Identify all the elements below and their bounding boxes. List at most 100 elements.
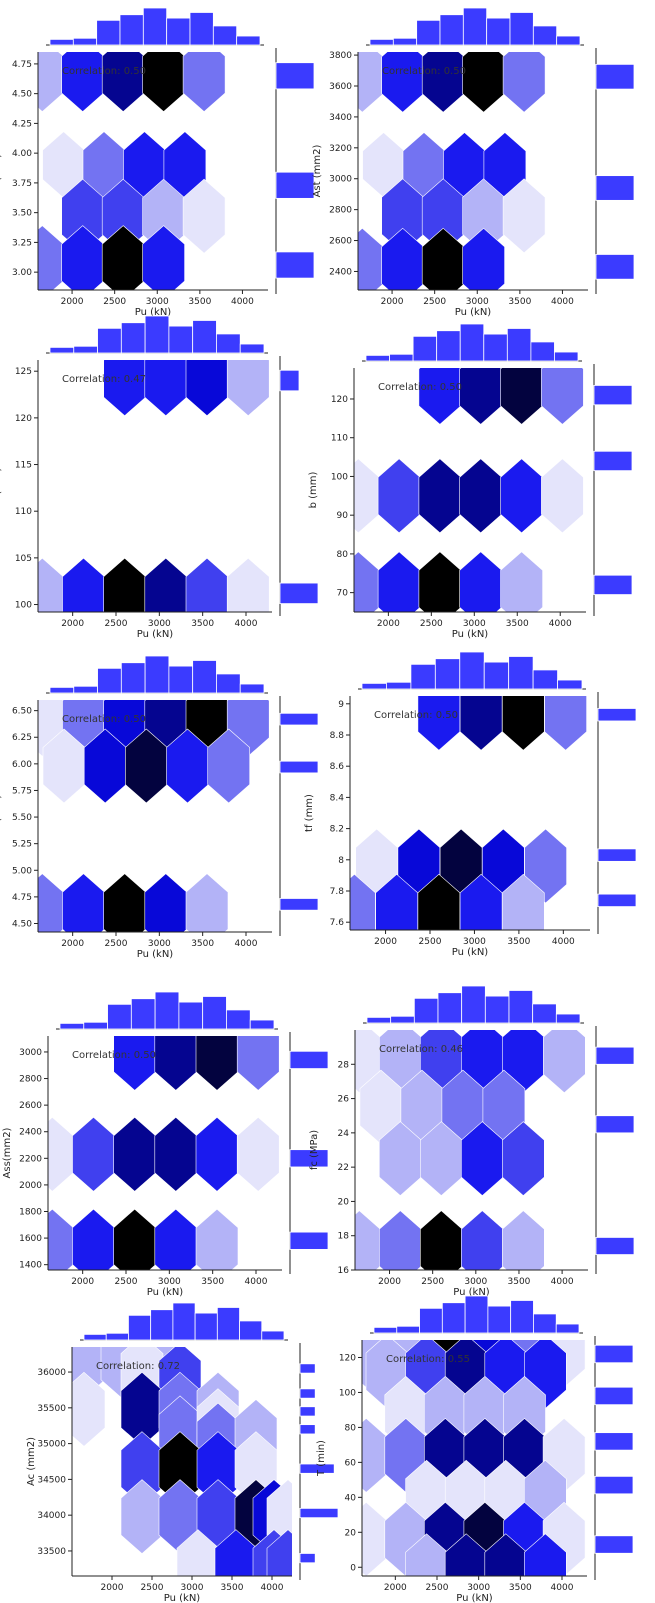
x-tick-label: 4000 [549, 619, 572, 629]
x-axis-label: Pu (kN) [135, 307, 172, 318]
x-tick-label: 2000 [61, 297, 84, 307]
x-tick-label: 2500 [141, 1583, 164, 1593]
hexbin-cell [502, 52, 546, 113]
top-marginal-bar [73, 345, 98, 354]
top-marginal-bar [216, 1307, 240, 1341]
top-marginal-bar [119, 14, 144, 46]
y-tick-label: 4.50 [12, 919, 32, 929]
top-marginal-bar [396, 1325, 420, 1334]
y-tick-label: 5.25 [12, 840, 32, 850]
x-tick-label: 3000 [148, 939, 171, 949]
y-tick-label: 2600 [329, 237, 352, 247]
y-tick-label: 2200 [19, 1154, 42, 1164]
x-tick-label: 2000 [101, 1583, 124, 1593]
y-tick-label: 3.75 [12, 179, 32, 189]
jointplot-panel: 2000 2500 3000 3500 4000 0 20 40 60 80 100 120 Pu (k… [316, 1295, 634, 1603]
hexbin-cell [500, 551, 543, 612]
y-tick-label: 20 [338, 1197, 350, 1207]
hexbin-cell [185, 873, 229, 932]
hexbin-cell [379, 1210, 422, 1270]
y-tick-label: 4.00 [12, 149, 32, 159]
top-marginal-bar [462, 7, 488, 46]
y-tick-label: 3600 [329, 82, 352, 92]
jointplot-panel: 2000 2500 3000 3500 4000 3.00 3.25 3.50 3.75 4.00… [0, 7, 315, 318]
x-tick-label: 2500 [103, 297, 126, 307]
right-marginal-bar [595, 63, 635, 90]
y-tick-label: 80 [337, 550, 349, 560]
y-tick-label: 7.8 [330, 887, 345, 897]
top-marginal-bar [49, 686, 75, 694]
y-tick-label: 4.75 [12, 893, 32, 903]
y-tick-label: 1400 [19, 1261, 42, 1271]
y-tick-label: 18 [338, 1232, 350, 1242]
hexbin-cell [502, 1121, 545, 1196]
y-tick-label: 40 [345, 1493, 357, 1503]
hexbin-cell [226, 557, 270, 612]
y-tick-label: 2800 [19, 1075, 42, 1085]
y-tick-label: 2800 [329, 206, 352, 216]
right-marginal-bar [279, 369, 300, 392]
y-tick-label: 115 [15, 461, 32, 471]
x-tick-label: 2000 [377, 619, 400, 629]
top-marginal-bar [439, 14, 464, 46]
hexbin-cell [182, 178, 226, 254]
x-tick-label: 3000 [181, 1583, 204, 1593]
y-tick-label: 35000 [37, 1440, 66, 1450]
top-marginal-bar [532, 25, 558, 46]
y-tick-label: 3800 [329, 51, 352, 61]
x-tick-label: 3500 [507, 937, 530, 947]
x-tick-label: 2500 [419, 937, 442, 947]
x-tick-label: 2500 [426, 1583, 449, 1593]
top-marginal-bar [49, 38, 74, 46]
top-marginal-bar [216, 333, 241, 354]
top-marginal-bar [168, 325, 194, 354]
top-marginal-bar [142, 7, 168, 46]
hexbin-cell [541, 368, 584, 425]
top-marginal-bar [486, 17, 511, 46]
hexbin-cell [103, 873, 146, 932]
right-marginal-bar [299, 1553, 316, 1564]
top-marginal-bar [508, 990, 534, 1024]
x-axis-label: Pu (kN) [452, 629, 489, 640]
x-axis-label: Pu (kN) [137, 949, 174, 960]
y-tick-label: 6.25 [12, 733, 32, 743]
top-marginal-bar [413, 997, 439, 1024]
x-tick-label: 4000 [231, 297, 254, 307]
y-axis-label: tf (mm) [304, 794, 315, 832]
x-tick-label: 3000 [148, 619, 171, 629]
x-axis-label: Pu (kN) [456, 1593, 493, 1603]
hexbin-cell [72, 1371, 106, 1447]
hexbin-cell [543, 1030, 586, 1094]
top-marginal-bar [554, 351, 579, 362]
top-marginal-bar [459, 651, 485, 690]
top-marginal-bar [49, 346, 75, 354]
x-tick-label: 2500 [420, 619, 443, 629]
y-tick-label: 100 [15, 601, 32, 611]
top-marginal-bar [168, 665, 194, 694]
x-axis-label: Pu (kN) [455, 307, 492, 318]
y-tick-label: 5.00 [12, 866, 32, 876]
correlation-annotation: Correlation: 0.50 [62, 714, 146, 725]
hexbin-cell [354, 458, 380, 534]
y-tick-label: 120 [15, 414, 32, 424]
y-tick-label: 36000 [37, 1368, 66, 1378]
right-marginal-bar [289, 1149, 329, 1168]
hexbin-cell [195, 1116, 239, 1192]
x-tick-label: 3000 [463, 937, 486, 947]
x-tick-label: 2500 [105, 939, 128, 949]
y-tick-label: 4.25 [12, 119, 32, 129]
top-marginal-bar [154, 991, 180, 1030]
hexbin-cell [72, 1116, 115, 1192]
hexbin-cell [236, 1116, 280, 1192]
top-marginal-bar [459, 323, 485, 362]
top-marginal-bar [144, 315, 170, 354]
top-marginal-bar [464, 1295, 489, 1334]
right-marginal-bar [299, 1424, 316, 1435]
top-marginal-bar [107, 1003, 132, 1030]
right-marginal-bar [275, 251, 315, 279]
right-marginal-bar [597, 708, 637, 722]
hexbin-cell [154, 1116, 198, 1192]
x-tick-label: 2500 [421, 1277, 444, 1287]
right-marginal-bar [595, 1237, 635, 1255]
y-tick-label: 120 [339, 1353, 356, 1363]
